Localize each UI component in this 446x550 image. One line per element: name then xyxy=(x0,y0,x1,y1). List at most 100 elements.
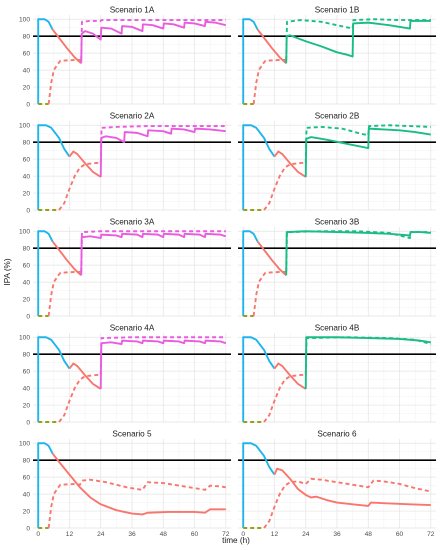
y-tick-label: 40 xyxy=(23,173,31,180)
series-line xyxy=(242,336,276,422)
x-tick-label: 36 xyxy=(333,531,341,538)
y-tick-label: 60 xyxy=(23,156,31,163)
series-line xyxy=(37,124,71,210)
y-axis-title: IPA (%) xyxy=(3,258,12,285)
panel-title: Scenario 1A xyxy=(110,6,155,15)
y-tick-label: 20 xyxy=(23,84,31,91)
x-tick-label: 24 xyxy=(97,531,105,538)
y-tick-label: 40 xyxy=(23,67,31,74)
y-tick-label: 0 xyxy=(26,207,30,214)
y-tick-label: 100 xyxy=(19,441,30,448)
series-line xyxy=(37,18,54,104)
series-line xyxy=(99,125,226,163)
panel-title: Scenario 2B xyxy=(315,112,360,121)
series-line xyxy=(47,270,82,317)
y-tick-label: 80 xyxy=(23,139,31,146)
series-line xyxy=(273,150,307,178)
y-tick-label: 20 xyxy=(23,190,31,197)
panel-title: Scenario 3A xyxy=(110,218,155,227)
series-line xyxy=(99,336,226,375)
series-line xyxy=(242,230,259,316)
x-tick-label: 36 xyxy=(128,531,136,538)
series-line xyxy=(242,442,276,528)
panel: Scenario 1B xyxy=(238,6,436,105)
series-line xyxy=(252,270,287,317)
x-tick-label: 60 xyxy=(396,531,404,538)
x-axis-title: time (h) xyxy=(222,536,250,545)
series-line xyxy=(80,232,227,276)
x-tick-label: 0 xyxy=(36,531,40,538)
y-tick-label: 80 xyxy=(23,245,31,252)
series-line xyxy=(242,124,276,210)
y-tick-label: 60 xyxy=(23,50,31,57)
panel: Scenario 3A 0 20 40 60 80 100 xyxy=(19,218,231,320)
panel: Scenario 2B xyxy=(238,112,436,211)
x-tick-label: 48 xyxy=(160,531,168,538)
series-line xyxy=(285,18,431,60)
panel: Scenario 5 0 20 40 60 80 100 0 12 24 36 48 60 72 xyxy=(19,430,231,538)
panel: Scenario 3B xyxy=(238,218,436,317)
series-line xyxy=(99,339,227,389)
x-tick-label: 48 xyxy=(365,531,373,538)
series-line xyxy=(304,127,431,177)
y-tick-label: 100 xyxy=(19,229,30,236)
panel-title: Scenario 4A xyxy=(110,324,155,333)
series-line xyxy=(58,161,101,211)
panel: Scenario 4B xyxy=(238,324,436,423)
panel: Scenario 1A 0 20 40 60 80 100 xyxy=(19,6,231,108)
series-line xyxy=(242,18,259,104)
x-tick-label: 24 xyxy=(302,531,310,538)
y-tick-label: 20 xyxy=(23,508,31,515)
y-tick-label: 100 xyxy=(19,335,30,342)
y-tick-label: 80 xyxy=(23,351,31,358)
series-line xyxy=(51,452,226,516)
series-line xyxy=(273,362,307,390)
series-line xyxy=(47,478,226,529)
series-line xyxy=(263,477,431,529)
y-tick-label: 20 xyxy=(23,402,31,409)
x-tick-label: 12 xyxy=(66,531,74,538)
y-tick-label: 100 xyxy=(19,17,30,24)
series-line xyxy=(285,19,431,64)
y-tick-label: 0 xyxy=(26,101,30,108)
series-line xyxy=(263,373,306,423)
y-tick-label: 20 xyxy=(23,296,31,303)
facet-panels: Scenario 1A 0 20 40 60 80 100 Scenario 1B Scenar… xyxy=(19,6,436,538)
y-tick-label: 60 xyxy=(23,474,31,481)
panel-title: Scenario 2A xyxy=(110,112,155,121)
panel: Scenario 4A 0 20 40 60 80 100 xyxy=(19,324,231,426)
x-tick-label: 72 xyxy=(427,531,435,538)
series-line xyxy=(252,58,287,105)
series-line xyxy=(58,373,101,423)
y-tick-label: 0 xyxy=(26,419,30,426)
series-line xyxy=(37,336,71,422)
panel-title: Scenario 6 xyxy=(317,430,357,439)
y-tick-label: 80 xyxy=(23,457,31,464)
panel-title: Scenario 1B xyxy=(315,6,360,15)
x-tick-label: 60 xyxy=(191,531,199,538)
series-line xyxy=(263,161,306,211)
series-line xyxy=(304,336,432,375)
series-line xyxy=(304,124,431,163)
panel-title: Scenario 3B xyxy=(315,218,360,227)
panel-title: Scenario 4B xyxy=(315,324,360,333)
panel: Scenario 2A 0 20 40 60 80 100 xyxy=(19,112,231,214)
y-tick-label: 0 xyxy=(26,313,30,320)
x-tick-label: 12 xyxy=(271,531,279,538)
series-line xyxy=(47,58,82,105)
series-line xyxy=(80,19,226,60)
y-tick-label: 40 xyxy=(23,491,31,498)
y-tick-label: 100 xyxy=(19,123,30,130)
series-line xyxy=(51,240,82,277)
series-line xyxy=(256,28,287,65)
panel: Scenario 6 0 12 24 36 48 60 72 xyxy=(238,430,436,538)
series-line xyxy=(37,442,54,528)
y-tick-label: 40 xyxy=(23,279,31,286)
series-line xyxy=(51,28,82,65)
y-tick-label: 60 xyxy=(23,368,31,375)
y-tick-label: 60 xyxy=(23,262,31,269)
y-tick-label: 0 xyxy=(26,525,30,532)
y-tick-label: 40 xyxy=(23,385,31,392)
y-tick-label: 80 xyxy=(23,33,31,40)
